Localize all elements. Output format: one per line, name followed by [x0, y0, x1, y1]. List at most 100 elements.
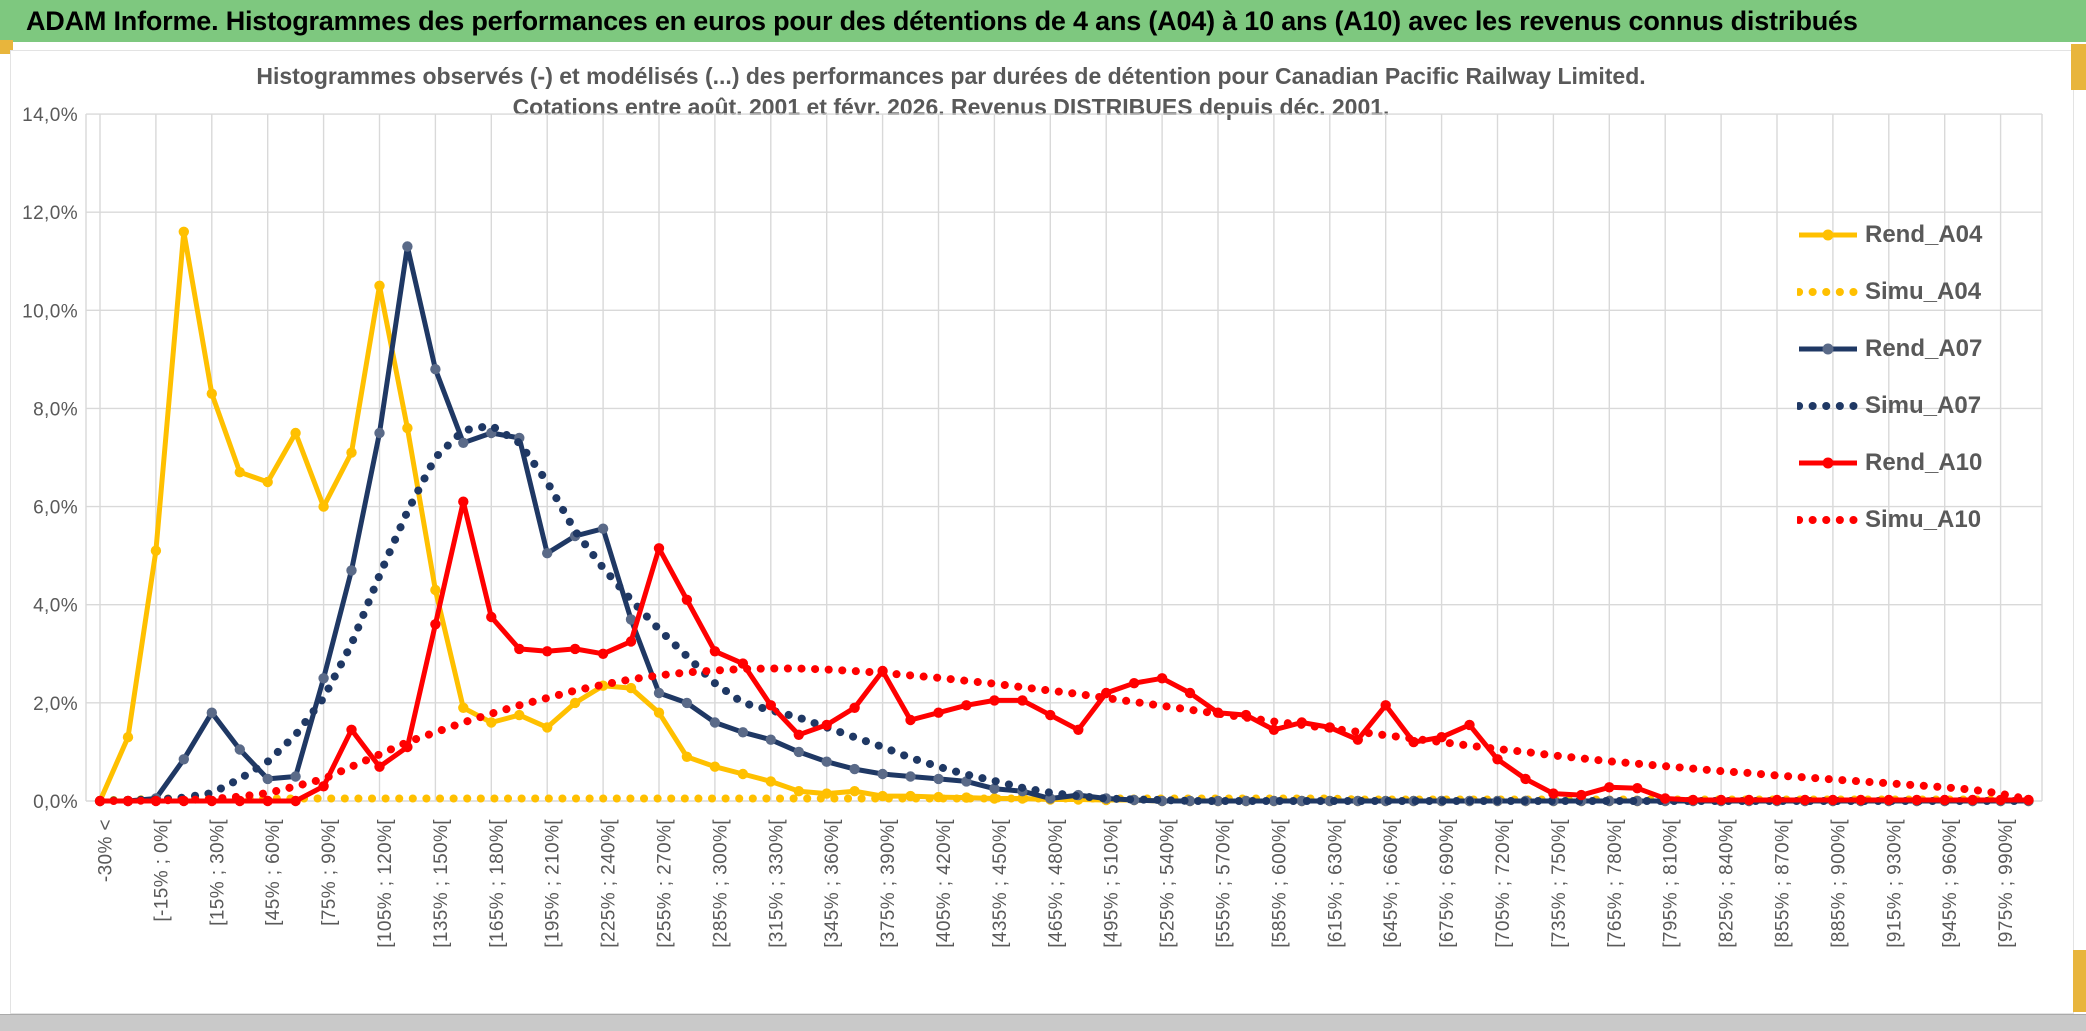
x-axis-tick-label: [465% ; 480%[ — [1046, 819, 1067, 948]
x-axis-tick-label: [615% ; 630%[ — [1325, 819, 1346, 948]
marker-Rend_A10 — [1911, 794, 1923, 806]
legend-item-Simu_A04[interactable]: Simu_A04 — [1797, 263, 1982, 320]
series-line-Simu_A07[interactable] — [96, 421, 2033, 805]
marker-Rend_A07 — [346, 565, 357, 576]
legend-label: Simu_A10 — [1865, 505, 1982, 533]
marker-Rend_A07 — [318, 673, 329, 684]
marker-Rend_A10 — [1464, 719, 1475, 731]
x-axis-tick-label: [285% ; 300%[ — [710, 819, 731, 948]
marker-Rend_A04 — [290, 427, 301, 439]
marker-Rend_A04 — [486, 717, 497, 728]
legend-item-Rend_A07[interactable]: Rend_A07 — [1797, 320, 1982, 377]
x-axis-tick-label: [525% ; 540%[ — [1158, 819, 1179, 948]
x-axis-tick-label: [735% ; 750%[ — [1549, 819, 1570, 948]
marker-Rend_A10 — [1380, 700, 1391, 711]
chart-title-line1: Histogrammes observés (-) et modélisés (… — [256, 63, 1646, 89]
marker-Rend_A07 — [877, 768, 888, 780]
marker-Rend_A10 — [1548, 788, 1559, 799]
marker-Rend_A10 — [653, 543, 665, 554]
x-axis-tick-label: [75% ; 90%[ — [319, 819, 340, 926]
marker-Rend_A07 — [1212, 795, 1224, 807]
legend-item-Rend_A04[interactable]: Rend_A04 — [1797, 206, 1982, 263]
x-axis-tick-label: [645% ; 660%[ — [1381, 819, 1402, 948]
x-axis-tick-label: [-15% ; 0%[ — [151, 819, 172, 922]
marker-Rend_A07 — [821, 756, 832, 767]
marker-Rend_A07 — [737, 727, 749, 738]
x-axis-tick-label: [105% ; 120%[ — [375, 819, 396, 948]
series-line-Rend_A10[interactable] — [100, 499, 2029, 804]
x-axis-tick-label: [765% ; 780%[ — [1605, 819, 1626, 948]
marker-Rend_A04 — [793, 786, 804, 797]
corner-accent-top-right — [2071, 44, 2086, 90]
marker-Rend_A10 — [1128, 678, 1140, 689]
marker-Rend_A07 — [905, 771, 916, 782]
y-axis-tick-label: 0,0% — [33, 792, 78, 813]
marker-Rend_A04 — [458, 702, 469, 713]
marker-Rend_A10 — [1799, 794, 1811, 806]
legend-swatch-solid-icon — [1799, 343, 1857, 354]
marker-Rend_A10 — [1073, 724, 1084, 735]
marker-Rend_A10 — [486, 611, 497, 623]
marker-Rend_A10 — [1604, 782, 1615, 793]
marker-Rend_A04 — [849, 786, 860, 797]
corner-accent-bottom-right — [2073, 950, 2086, 1012]
x-axis-tick-label: [675% ; 690%[ — [1437, 819, 1458, 948]
legend-swatch-dotted-icon — [1797, 287, 1859, 296]
marker-Rend_A10 — [793, 729, 804, 740]
x-axis-tick-label: [315% ; 330%[ — [766, 819, 787, 948]
marker-Rend_A07 — [402, 241, 413, 252]
marker-Rend_A10 — [905, 714, 916, 726]
legend-item-Simu_A10[interactable]: Simu_A10 — [1797, 491, 1982, 548]
marker-Rend_A04 — [737, 768, 749, 780]
marker-Rend_A07 — [849, 763, 860, 775]
marker-Rend_A10 — [1687, 794, 1699, 806]
x-axis-tick-label: [435% ; 450%[ — [990, 819, 1011, 948]
series-line-Rend_A04[interactable] — [97, 229, 2029, 804]
marker-Rend_A07 — [374, 427, 385, 439]
marker-Rend_A10 — [290, 795, 301, 807]
marker-Rend_A04 — [262, 476, 273, 488]
legend-swatch-solid-icon — [1799, 457, 1857, 468]
chart-panel[interactable]: Histogrammes observés (-) et modélisés (… — [10, 50, 2074, 1014]
legend-swatch-dotted-icon — [1797, 515, 1859, 524]
marker-Rend_A07 — [458, 437, 469, 448]
marker-Rend_A10 — [1939, 794, 1950, 806]
chart-legend: Rend_A04 Simu_A04 Rend_A07 Simu_A07 Rend_A10… — [1797, 206, 1982, 548]
marker-Rend_A04 — [681, 751, 693, 762]
bottom-scroll-band[interactable] — [0, 1014, 2086, 1031]
y-axis-tick-label: 10,0% — [22, 301, 78, 322]
marker-Rend_A10 — [765, 700, 776, 711]
marker-Rend_A10 — [849, 702, 860, 713]
x-axis-tick-label: [705% ; 720%[ — [1493, 819, 1514, 948]
marker-Rend_A10 — [346, 724, 357, 735]
marker-Rend_A07 — [430, 364, 441, 375]
marker-Rend_A10 — [1883, 794, 1895, 806]
x-axis-tick-label: [195% ; 210%[ — [543, 819, 564, 948]
marker-Rend_A10 — [1743, 794, 1755, 806]
y-axis-tick-label: 8,0% — [33, 399, 78, 420]
marker-Rend_A04 — [625, 682, 637, 694]
marker-Rend_A04 — [542, 722, 553, 733]
legend-label: Rend_A04 — [1865, 220, 1983, 248]
marker-Rend_A07 — [989, 783, 1000, 794]
legend-item-Rend_A10[interactable]: Rend_A10 — [1797, 434, 1982, 491]
y-axis-tick-label: 2,0% — [33, 694, 78, 715]
marker-Rend_A07 — [625, 614, 637, 625]
marker-Rend_A07 — [933, 773, 944, 785]
x-axis-tick-label: [555% ; 570%[ — [1214, 819, 1235, 948]
marker-Rend_A10 — [514, 643, 525, 655]
series-line-Simu_A10[interactable] — [96, 664, 2033, 805]
x-axis-tick-label: [345% ; 360%[ — [822, 819, 843, 948]
marker-Rend_A10 — [1855, 794, 1867, 806]
marker-Rend_A10 — [569, 643, 581, 655]
x-axis-tick-label: [825% ; 840%[ — [1717, 819, 1738, 948]
legend-item-Simu_A07[interactable]: Simu_A07 — [1797, 377, 1982, 434]
marker-Rend_A07 — [1268, 795, 1280, 807]
marker-Rend_A10 — [1492, 754, 1503, 765]
marker-Rend_A10 — [458, 496, 469, 507]
legend-label: Simu_A07 — [1865, 391, 1982, 419]
marker-Rend_A07 — [681, 697, 693, 709]
marker-Rend_A04 — [653, 707, 665, 718]
